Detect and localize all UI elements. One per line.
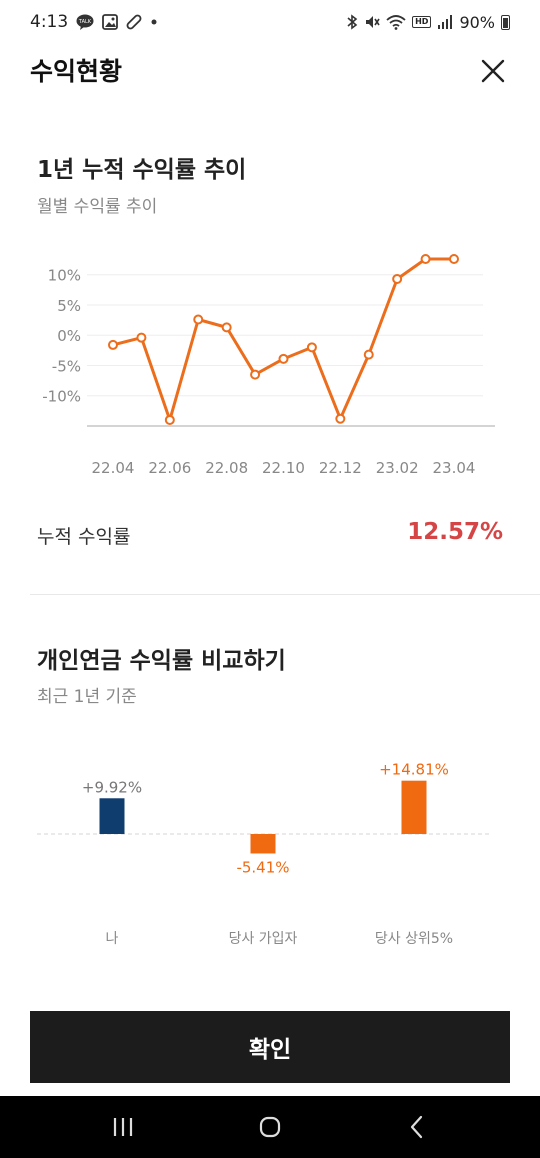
confirm-button[interactable]: 확인	[30, 1011, 510, 1083]
x-tick-label: 23.02	[376, 459, 419, 477]
category-label: 당사 상위5%	[375, 931, 453, 947]
data-point	[164, 414, 175, 425]
back-button[interactable]	[387, 1107, 447, 1147]
trend-section-subtitle: 월별 수익률 추이	[37, 197, 158, 217]
y-tick-label: 5%	[57, 297, 81, 315]
status-bar: 4:13 TALK HD 90%	[0, 0, 540, 44]
y-tick-label: -10%	[42, 388, 81, 406]
bluetooth-icon	[347, 14, 358, 30]
dot-icon	[151, 19, 157, 25]
system-nav-bar	[0, 1096, 540, 1158]
data-point	[363, 349, 374, 360]
bar-value-label: +9.92%	[82, 778, 142, 796]
close-button[interactable]	[476, 54, 510, 88]
cumulative-return-label: 누적 수익률	[37, 526, 131, 548]
data-point	[306, 342, 317, 353]
pill-icon	[126, 14, 142, 30]
recent-apps-button[interactable]	[93, 1107, 153, 1147]
mute-icon	[366, 16, 380, 28]
hd-voice-icon: HD	[412, 16, 432, 28]
home-icon	[259, 1116, 281, 1138]
y-tick-label: -5%	[52, 357, 81, 375]
data-point	[250, 369, 261, 380]
x-tick-label: 22.12	[319, 459, 362, 477]
y-tick-label: 0%	[57, 327, 81, 345]
svg-text:TALK: TALK	[78, 19, 92, 25]
x-tick-label: 23.04	[433, 459, 476, 477]
category-label: 나	[106, 931, 119, 947]
recent-apps-icon	[114, 1118, 133, 1136]
section-divider	[30, 594, 540, 595]
bar	[99, 798, 125, 834]
bar-value-label: -5.41%	[236, 858, 289, 876]
header: 수익현황	[0, 44, 540, 96]
cumulative-return-value: 12.57%	[407, 519, 503, 545]
compare-section-subtitle: 최근 1년 기준	[37, 687, 137, 707]
data-point	[278, 353, 289, 364]
data-point	[193, 314, 204, 325]
gallery-icon	[102, 14, 119, 30]
bar	[250, 834, 276, 854]
bar-value-label: +14.81%	[379, 761, 449, 779]
status-time: 4:13	[30, 12, 69, 32]
home-button[interactable]	[240, 1107, 300, 1147]
bar	[401, 780, 427, 834]
back-icon	[410, 1115, 422, 1139]
kakaotalk-icon: TALK	[76, 14, 94, 30]
wifi-icon	[386, 15, 406, 30]
data-point	[136, 332, 147, 343]
data-point	[420, 254, 431, 264]
trend-section-title: 1년 누적 수익률 추이	[37, 157, 247, 183]
category-label: 당사 가입자	[229, 931, 298, 947]
return-comparison-bar-chart: +9.92% 나 -5.41% 당사 가입자 +14.81% 당사 상위5%	[37, 761, 490, 947]
data-point	[108, 339, 118, 350]
compare-section-title: 개인연금 수익률 비교하기	[37, 648, 286, 674]
data-point	[221, 322, 232, 333]
signal-icon	[438, 15, 453, 29]
x-tick-label: 22.08	[205, 459, 248, 477]
y-tick-label: 10%	[48, 267, 81, 285]
data-point	[392, 273, 403, 284]
page-title: 수익현황	[30, 57, 123, 86]
close-icon	[481, 59, 505, 83]
x-tick-label: 22.04	[92, 459, 135, 477]
battery-icon	[501, 14, 510, 30]
data-point	[335, 413, 346, 424]
battery-percent: 90%	[459, 12, 495, 32]
x-tick-label: 22.10	[262, 459, 305, 477]
x-tick-label: 22.06	[148, 459, 191, 477]
cumulative-return-line-chart: 10% 5% 0% -5% -10% 22.04 22.06 22.08 22.10 22.12 2…	[42, 254, 495, 477]
data-point	[449, 254, 459, 264]
